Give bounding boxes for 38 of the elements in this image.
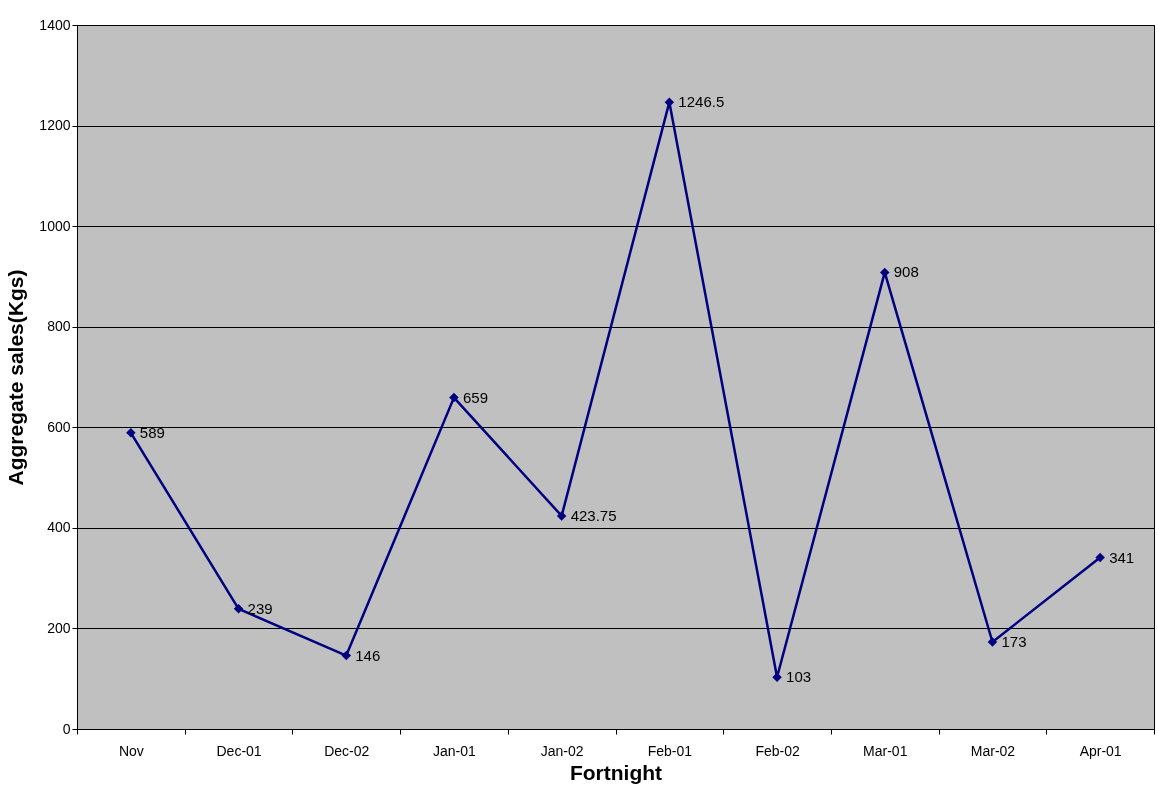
x-tick-label: Jan-01 <box>433 742 477 759</box>
x-tick-label: Nov <box>118 742 144 759</box>
point <box>556 511 567 521</box>
data-label: 659 <box>462 388 488 406</box>
x-tick-label: Dec-01 <box>216 742 262 759</box>
y-tick-label: 200 <box>47 619 71 636</box>
y-tick-label: 1000 <box>39 217 71 234</box>
point <box>664 97 675 107</box>
y-tick-label: 600 <box>47 418 71 435</box>
x-tick-label: Dec-02 <box>324 742 370 759</box>
x-tick-label: Jan-02 <box>540 742 584 759</box>
x-tick-label: Feb-02 <box>755 742 800 759</box>
point <box>449 392 459 403</box>
y-tick-label: 800 <box>47 318 71 335</box>
data-label: 908 <box>893 263 919 281</box>
x-axis-title: Fortnight <box>569 760 663 784</box>
point <box>341 650 351 661</box>
point <box>233 604 244 614</box>
x-tick-label: Apr-01 <box>1079 742 1122 759</box>
y-axis-title: Aggregate sales(Kgs) <box>4 269 28 486</box>
y-tick-label: 400 <box>47 519 71 536</box>
data-label: 173 <box>1001 633 1027 651</box>
y-tick-label: 0 <box>62 720 71 737</box>
data-label: 423.75 <box>570 506 617 524</box>
data-label: 103 <box>786 668 812 686</box>
y-tick-label: 1200 <box>39 117 71 134</box>
y-tick-label: 1400 <box>39 16 71 33</box>
data-label: 341 <box>1109 548 1135 566</box>
point <box>1095 552 1105 563</box>
data-label: 589 <box>139 423 165 441</box>
data-label: 239 <box>247 599 273 617</box>
data-label: 146 <box>355 646 381 664</box>
data-label: 1246.5 <box>678 93 725 111</box>
point <box>987 637 998 647</box>
point <box>126 428 136 438</box>
x-tick-label: Feb-01 <box>647 742 693 759</box>
x-tick-label: Mar-01 <box>863 742 908 759</box>
x-tick-label: Mar-02 <box>970 742 1016 759</box>
